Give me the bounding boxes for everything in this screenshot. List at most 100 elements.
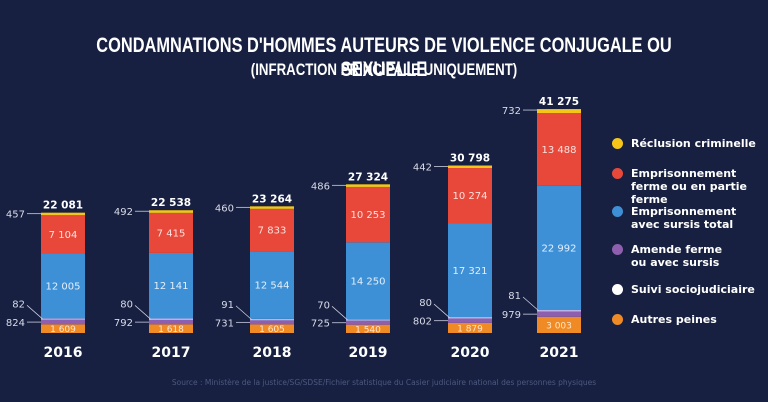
x-tick-label: 2020 <box>451 345 490 361</box>
data-label: 731 <box>215 318 234 329</box>
data-label: 80 <box>120 299 133 310</box>
data-label: 13 488 <box>542 145 577 156</box>
data-label: 12 141 <box>154 281 189 292</box>
legend-label: Suivi sociojudiciaire <box>631 283 755 296</box>
legend-label: Amende ferme ou avec sursis <box>631 243 723 269</box>
legend-dot-icon <box>612 244 623 255</box>
total-label: 22 081 <box>43 200 83 212</box>
bar-segment <box>149 252 193 319</box>
bar-segment <box>537 113 581 186</box>
bar-segment <box>41 319 85 325</box>
data-label: 3 003 <box>546 321 572 331</box>
bar-segment <box>149 212 193 253</box>
legend-item-reclusion: Réclusion criminelle <box>612 137 756 150</box>
data-label: 460 <box>215 203 234 214</box>
bar-segment <box>41 212 85 216</box>
data-label: 80 <box>419 298 432 309</box>
bar-segment <box>346 186 390 243</box>
leader-line <box>134 305 152 320</box>
data-label: 486 <box>311 181 330 192</box>
data-label: 91 <box>221 300 234 311</box>
data-label: 7 833 <box>258 225 287 236</box>
data-label: 10 274 <box>453 191 488 202</box>
data-label: 10 253 <box>351 210 386 221</box>
bar-segment <box>346 320 390 325</box>
legend-item-emprisonnement-sursis: Emprisonnement avec sursis total <box>612 205 737 231</box>
legend-dot-icon <box>612 284 623 295</box>
source-note: Source : Ministère de la justice/SG/SDSE… <box>171 378 597 387</box>
legend-label: Emprisonnement ferme ou en partie ferme <box>631 167 747 206</box>
data-label: 725 <box>311 319 330 330</box>
data-label: 70 <box>317 300 330 311</box>
data-label: 442 <box>413 163 432 174</box>
leader-line <box>433 303 451 319</box>
data-label: 14 250 <box>351 276 386 287</box>
legend-dot-icon <box>612 206 623 217</box>
x-tick-label: 2016 <box>44 345 83 361</box>
bar-segment <box>448 322 492 333</box>
bar-segment <box>537 311 581 317</box>
bar-segment <box>250 318 294 321</box>
legend-item-emprisonnement-ferme: Emprisonnement ferme ou en partie ferme <box>612 167 757 206</box>
bar-segment <box>250 206 294 209</box>
total-label: 41 275 <box>539 96 579 108</box>
total-label: 27 324 <box>348 171 388 183</box>
legend-dot-icon <box>612 314 623 325</box>
data-label: 979 <box>502 310 521 321</box>
data-label: 1 609 <box>50 325 76 335</box>
total-label: 22 538 <box>151 197 191 209</box>
legend-item-amende: Amende ferme ou avec sursis <box>612 243 732 269</box>
leader-line <box>522 296 540 312</box>
data-label: 7 104 <box>49 230 78 241</box>
data-label: 792 <box>114 318 133 329</box>
bar-segment <box>448 165 492 169</box>
x-tick-label: 2019 <box>349 345 388 361</box>
total-label: 23 264 <box>252 193 292 205</box>
bar-segment <box>537 185 581 310</box>
bar-segment <box>346 319 390 321</box>
legend-dot-icon <box>612 168 623 179</box>
data-label: 17 321 <box>453 266 488 277</box>
bar-segment <box>537 310 581 312</box>
bar-segment <box>250 320 294 325</box>
bar-segment <box>41 324 85 333</box>
data-label: 824 <box>6 318 25 329</box>
data-label: 1 879 <box>457 324 483 334</box>
leader-line <box>235 305 253 321</box>
bar-segment <box>448 317 492 319</box>
data-label: 492 <box>114 207 133 218</box>
bar-segment <box>149 319 193 325</box>
leader-line <box>331 305 349 321</box>
data-label: 12 544 <box>255 281 290 292</box>
bar-segment <box>250 324 294 333</box>
legend-item-autres: Autres peines <box>612 313 717 326</box>
bar-segment <box>149 324 193 333</box>
data-label: 1 605 <box>259 325 285 335</box>
x-tick-label: 2021 <box>540 345 579 361</box>
bar-segment <box>537 109 581 113</box>
data-label: 22 992 <box>542 243 577 254</box>
total-label: 30 798 <box>450 153 490 165</box>
data-label: 457 <box>6 210 25 221</box>
bar-segment <box>537 316 581 333</box>
data-label: 82 <box>12 299 25 310</box>
bar-segment <box>448 168 492 224</box>
bar-segment <box>346 242 390 320</box>
bar-segment <box>41 215 85 254</box>
legend-dot-icon <box>612 138 623 149</box>
legend-label: Emprisonnement avec sursis total <box>631 205 737 231</box>
bar-segment <box>346 184 390 187</box>
legend-label: Autres peines <box>631 313 717 326</box>
data-label: 1 618 <box>158 325 184 335</box>
legend-label: Réclusion criminelle <box>631 137 756 150</box>
x-tick-label: 2018 <box>253 345 292 361</box>
data-label: 12 005 <box>46 281 81 292</box>
bar-segment <box>448 318 492 323</box>
data-label: 7 415 <box>157 228 186 239</box>
bar-segment <box>41 318 85 320</box>
legend-item-suivi: Suivi sociojudiciaire <box>612 283 755 296</box>
bar-segment <box>149 210 193 213</box>
chart-title: CONDAMNATIONS D'HOMMES AUTEURS DE VIOLEN… <box>96 34 672 81</box>
data-label: 732 <box>502 106 521 117</box>
